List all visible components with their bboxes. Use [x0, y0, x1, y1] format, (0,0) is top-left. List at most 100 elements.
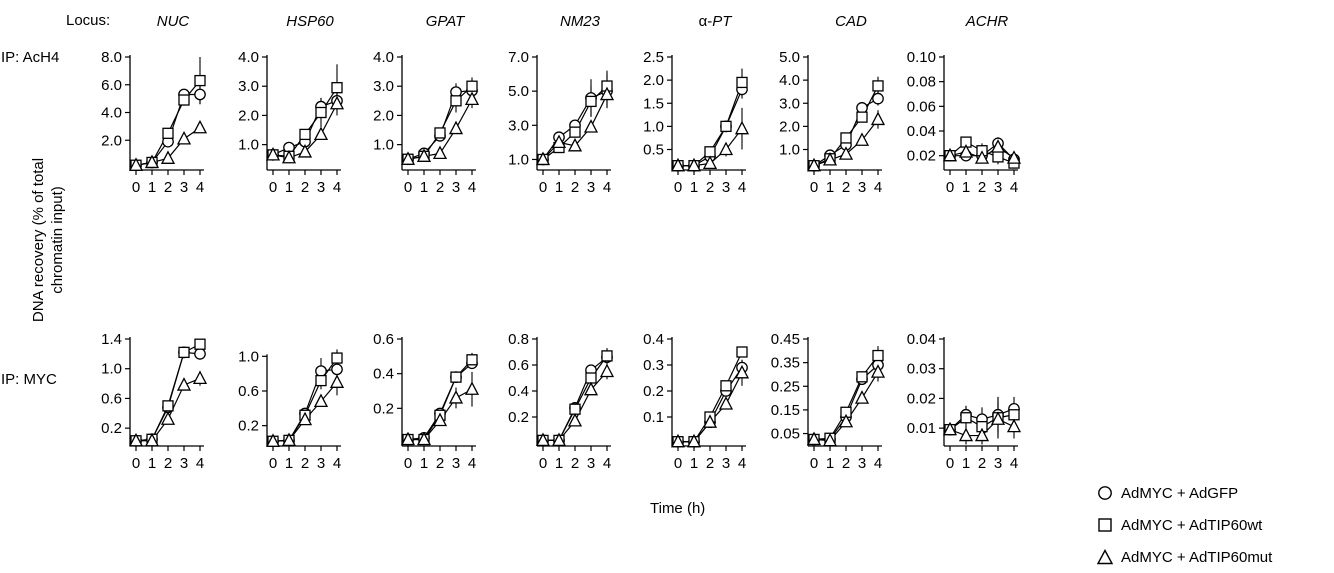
triangle-marker: [567, 412, 583, 427]
triangle-marker: [734, 364, 750, 379]
panel: [125, 337, 208, 451]
y-axis-label-line1: DNA recovery (% of total: [30, 157, 47, 323]
x-tick-label: 3: [452, 179, 460, 196]
x-tick-label: 2: [842, 179, 850, 196]
legend-label: AdMYC + AdTIP60mut: [1121, 548, 1273, 566]
x-tick-label: 2: [571, 455, 579, 472]
x-tick-label: 3: [858, 179, 866, 196]
y-tick-label: 5.0: [508, 83, 529, 100]
series-line: [678, 351, 743, 443]
square-marker: [856, 111, 868, 123]
x-tick-label: 2: [436, 455, 444, 472]
y-tick-label: 0.6: [373, 331, 394, 348]
y-tick-label: 0.45: [771, 331, 800, 348]
triangle-marker: [432, 145, 448, 160]
legend-item-square: AdMYC + AdTIP60wt: [1097, 516, 1262, 534]
triangle-marker: [670, 433, 686, 448]
triangle-marker: [329, 374, 345, 388]
locus-header: GPAT: [426, 13, 466, 30]
x-tick-label: 4: [333, 179, 341, 196]
x-tick-label: 4: [196, 179, 204, 196]
y-tick-label: 0.4: [508, 383, 529, 400]
square-marker: [194, 338, 206, 350]
ip-myc-label: IP: MYC: [1, 371, 57, 388]
x-tick-label: 0: [132, 455, 140, 472]
y-tick-label: 0.6: [238, 383, 259, 400]
panel: [262, 55, 345, 175]
y-tick-label: 2.0: [238, 107, 259, 124]
x-tick-label: 3: [722, 455, 730, 472]
legend-label: AdMYC + AdGFP: [1121, 484, 1239, 502]
y-tick-label: 0.08: [907, 74, 936, 91]
ip-acH4-label: IP: AcH4: [1, 49, 60, 66]
triangle-marker: [942, 147, 958, 162]
x-tick-label: 1: [555, 455, 563, 472]
panel: [532, 55, 615, 175]
triangle-marker: [329, 95, 345, 110]
triangle-marker: [464, 381, 480, 395]
x-tick-label: 4: [874, 179, 882, 196]
x-tick-label: 4: [196, 455, 204, 472]
x-tick-label: 3: [180, 179, 188, 196]
x-tick-label: 0: [404, 455, 412, 472]
circle-marker: [315, 365, 327, 377]
x-tick-label: 1: [826, 179, 834, 196]
panel: [262, 349, 345, 451]
x-tick-label: 4: [738, 455, 746, 472]
x-tick-label: 0: [946, 455, 954, 472]
triangle-marker: [281, 432, 297, 447]
y-tick-label: 0.5: [643, 142, 664, 159]
x-tick-label: 0: [269, 179, 277, 196]
y-tick-label: 0.10: [907, 49, 936, 66]
y-tick-label: 0.02: [907, 148, 936, 165]
x-tick-label: 1: [420, 179, 428, 196]
panel: [667, 337, 750, 451]
square-marker: [194, 74, 206, 87]
triangle-marker: [583, 119, 599, 133]
y-tick-label: 0.25: [771, 378, 800, 395]
square-marker: [315, 106, 327, 119]
x-tick-label: 1: [826, 455, 834, 472]
panel: [939, 55, 1022, 175]
square-marker: [434, 127, 446, 139]
triangle-marker-icon: [1097, 549, 1113, 565]
y-tick-label: 0.35: [771, 355, 800, 372]
square-marker: [315, 374, 327, 387]
series-line: [678, 372, 743, 443]
x-tick-label: 1: [148, 179, 156, 196]
triangle-marker: [400, 151, 416, 165]
triangle-marker: [838, 146, 854, 160]
y-tick-label: 1.0: [238, 348, 259, 365]
triangle-marker: [297, 411, 313, 426]
triangle-marker: [176, 130, 192, 145]
square-marker: [450, 371, 462, 383]
x-tick-label: 1: [962, 179, 970, 196]
y-tick-label: 0.01: [907, 420, 936, 437]
triangle-marker: [400, 431, 416, 446]
triangle-marker: [551, 432, 567, 447]
triangle-marker: [192, 370, 208, 385]
square-marker: [704, 146, 716, 158]
x-tick-label: 0: [269, 455, 277, 472]
y-tick-label: 0.06: [907, 98, 936, 115]
y-tick-label: 8.0: [101, 49, 122, 66]
x-tick-label: 0: [674, 455, 682, 472]
y-tick-label: 4.0: [238, 49, 259, 66]
x-tick-label: 0: [810, 179, 818, 196]
triangle-marker: [702, 155, 718, 170]
triangle-marker: [702, 414, 718, 428]
square-marker: [585, 372, 597, 384]
panel: [532, 337, 615, 451]
x-tick-label: 2: [706, 455, 714, 472]
y-tick-label: 1.0: [779, 142, 800, 159]
x-tick-label: 3: [452, 455, 460, 472]
square-marker: [720, 120, 732, 133]
square-marker: [736, 346, 748, 358]
legend-label: AdMYC + AdTIP60wt: [1121, 516, 1263, 534]
circle-marker: [194, 348, 206, 360]
triangle-marker: [160, 411, 176, 425]
triangle-marker: [448, 120, 464, 135]
y-tick-label: 2.5: [643, 49, 664, 66]
locus-header: α-PT: [699, 13, 734, 30]
